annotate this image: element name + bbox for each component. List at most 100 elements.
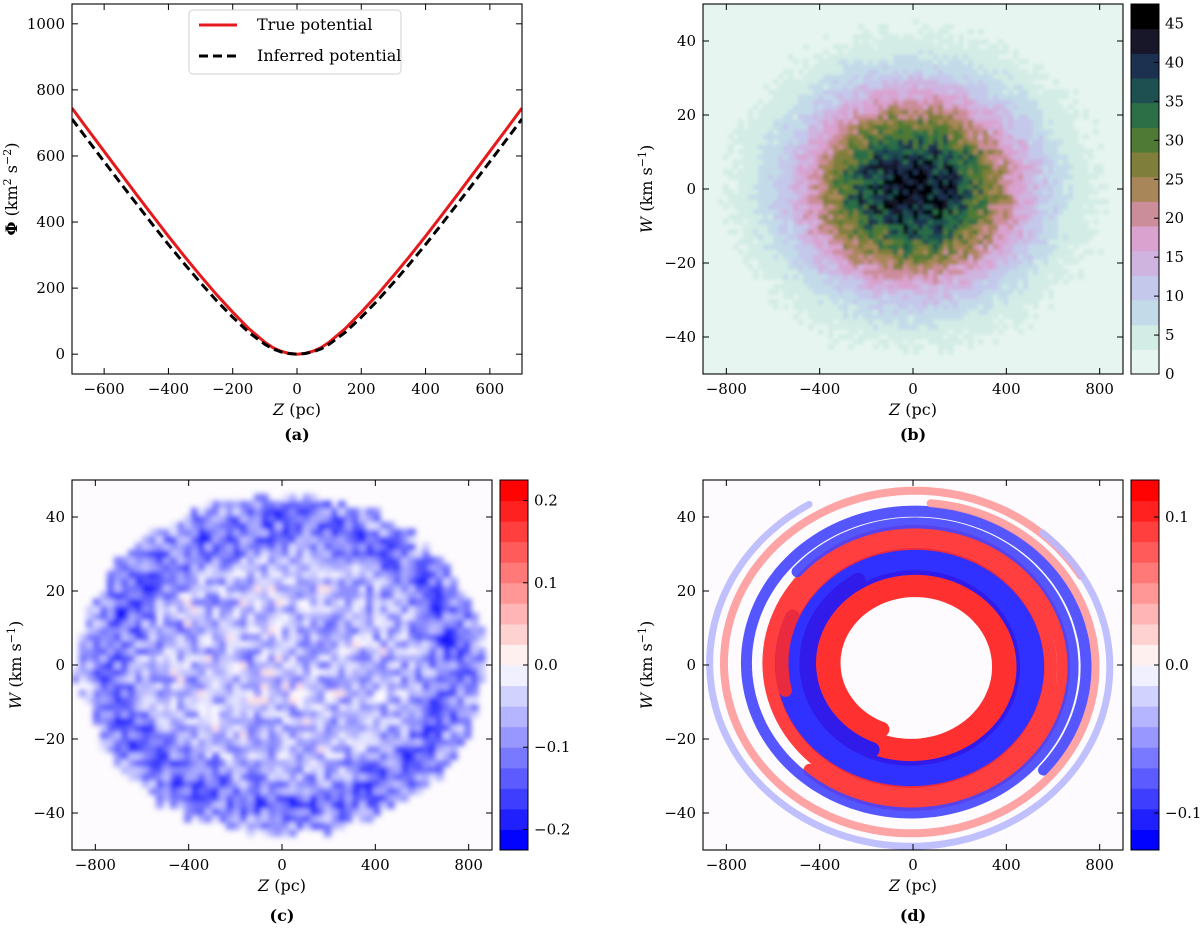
- density-cell: [968, 314, 974, 320]
- density-cell: [898, 339, 904, 345]
- density-cell: [813, 69, 819, 75]
- density-cell: [1008, 309, 1014, 315]
- residual-cell: [184, 724, 192, 732]
- density-cell: [868, 329, 874, 335]
- density-cell: [883, 139, 889, 145]
- residual-cell: [366, 675, 374, 684]
- residual-cell: [310, 780, 318, 788]
- density-cell: [938, 134, 944, 140]
- density-cell: [808, 129, 814, 135]
- density-cell: [893, 264, 899, 270]
- density-cell: [778, 259, 784, 265]
- density-cell: [933, 144, 939, 150]
- residual-cell: [163, 703, 171, 711]
- density-cell: [918, 274, 924, 280]
- density-cell: [878, 264, 884, 270]
- density-cell: [968, 259, 974, 265]
- density-cell: [1003, 199, 1009, 205]
- density-cell: [888, 164, 894, 170]
- residual-cell: [107, 668, 115, 677]
- residual-cell: [205, 717, 213, 725]
- density-cell: [773, 104, 779, 110]
- density-cell: [1008, 259, 1014, 265]
- density-cell: [858, 194, 864, 200]
- density-cell: [838, 64, 844, 70]
- density-cell: [858, 204, 864, 210]
- residual-cell: [450, 724, 458, 732]
- density-cell: [1033, 94, 1039, 100]
- residual-cell: [191, 780, 199, 788]
- density-cell: [1008, 79, 1014, 85]
- density-cell: [1003, 44, 1009, 50]
- density-cell: [933, 289, 939, 295]
- density-cell: [898, 74, 904, 80]
- density-cell: [1053, 219, 1059, 225]
- density-cell: [1023, 149, 1029, 155]
- density-cell: [908, 269, 914, 275]
- density-cell: [1013, 194, 1019, 200]
- residual-cell: [429, 675, 437, 684]
- density-cell: [773, 244, 779, 250]
- residual-cell: [100, 745, 108, 753]
- residual-cell: [121, 640, 129, 649]
- density-cell: [948, 49, 954, 55]
- residual-cell: [247, 815, 255, 823]
- residual-cell: [254, 724, 262, 732]
- residual-cell: [387, 787, 395, 795]
- density-cell: [1033, 199, 1039, 205]
- density-cell: [1078, 179, 1084, 185]
- density-cell: [873, 234, 879, 240]
- density-cell: [868, 179, 874, 185]
- residual-cell: [401, 773, 409, 781]
- density-cell: [793, 234, 799, 240]
- residual-cell: [387, 773, 395, 781]
- density-cell: [883, 39, 889, 45]
- residual-cell: [296, 738, 304, 746]
- density-cell: [868, 149, 874, 155]
- density-cell: [803, 244, 809, 250]
- density-cell: [953, 129, 959, 135]
- density-cell: [788, 74, 794, 80]
- residual-cell: [107, 682, 115, 691]
- density-cell: [888, 304, 894, 310]
- density-cell: [783, 119, 789, 125]
- density-cell: [798, 229, 804, 235]
- residual-cell: [212, 731, 220, 739]
- residual-cell: [457, 689, 465, 698]
- density-cell: [1063, 124, 1069, 130]
- density-cell: [963, 74, 969, 80]
- density-cell: [993, 254, 999, 260]
- density-cell: [1023, 309, 1029, 315]
- density-cell: [948, 249, 954, 255]
- density-cell: [873, 99, 879, 105]
- density-cell: [978, 224, 984, 230]
- density-cell: [893, 34, 899, 40]
- density-cell: [908, 134, 914, 140]
- density-cell: [743, 259, 749, 265]
- density-cell: [823, 239, 829, 245]
- density-cell: [863, 299, 869, 305]
- residual-cell: [289, 773, 297, 781]
- density-cell: [1008, 204, 1014, 210]
- density-cell: [893, 249, 899, 255]
- density-cell: [1008, 119, 1014, 125]
- density-cell: [1018, 279, 1024, 285]
- residual-cell: [366, 773, 374, 781]
- residual-cell: [198, 808, 206, 816]
- density-cell: [843, 114, 849, 120]
- residual-cell: [352, 724, 360, 732]
- residual-cell: [128, 724, 136, 732]
- density-cell: [978, 49, 984, 55]
- residual-cell: [317, 801, 325, 809]
- density-cell: [818, 94, 824, 100]
- density-cell: [853, 69, 859, 75]
- residual-cell: [268, 794, 276, 802]
- density-cell: [863, 304, 869, 310]
- density-cell: [918, 149, 924, 155]
- density-cell: [868, 259, 874, 265]
- density-cell: [833, 84, 839, 90]
- residual-cell: [401, 787, 409, 795]
- density-cell: [763, 184, 769, 190]
- residual-cell: [338, 668, 346, 677]
- residual-cell: [324, 682, 332, 691]
